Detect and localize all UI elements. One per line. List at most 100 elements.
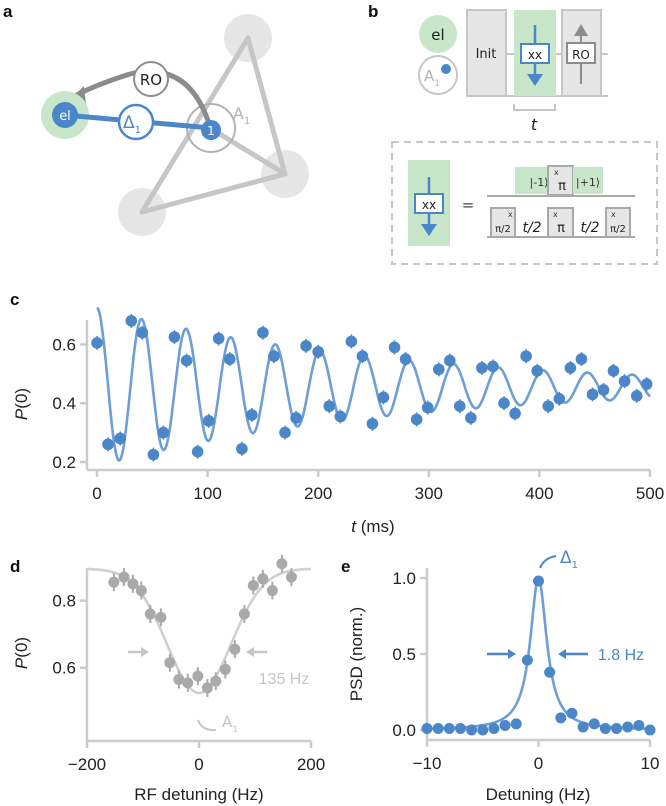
panel-d-width-label: 135 Hz [259, 671, 310, 688]
pi-half-pulse [605, 207, 631, 238]
data-point [127, 578, 139, 590]
cluster-bonds [139, 35, 288, 215]
data-point [588, 718, 600, 730]
panel-b: b el A1 Init xx RO t xx = [368, 2, 658, 265]
data-point [611, 722, 623, 734]
data-point [466, 724, 478, 736]
panel-d-width-arrows [128, 647, 267, 657]
data-point [334, 410, 347, 423]
pulse-axis-label: x [553, 210, 558, 219]
data-point [577, 721, 589, 733]
row-nucleus-label: A1 [424, 67, 440, 89]
panel-e-width-label: 1.8 Hz [598, 647, 644, 664]
panel-label-a: a [3, 2, 13, 21]
time-label: t [531, 115, 538, 134]
x-tick-label: 0 [194, 755, 203, 774]
pulse-label: π/2 [610, 224, 626, 235]
data-point [164, 657, 176, 669]
x-tick-label: 500 [636, 484, 664, 503]
data-point [102, 438, 114, 451]
data-point [432, 363, 445, 376]
data-point [125, 315, 138, 327]
panel-d-axes: −200 0 200 0.6 0.8 [52, 568, 325, 774]
data-point [192, 670, 204, 682]
bottom-seq-2: x π [547, 207, 574, 238]
data-point [633, 719, 645, 731]
data-point [173, 673, 185, 685]
time-bracket [513, 104, 556, 111]
equals-sign: = [462, 196, 475, 214]
data-point [180, 354, 193, 367]
data-point [388, 341, 401, 354]
data-point [285, 571, 297, 583]
bottom-seq-0: x π/2 [490, 207, 516, 238]
pulse-axis-label: x [554, 168, 559, 177]
data-point [453, 400, 466, 412]
data-point [564, 362, 577, 374]
x-tick-label: 100 [193, 484, 221, 503]
data-point [465, 412, 477, 424]
data-point [246, 409, 258, 421]
data-point [91, 337, 103, 349]
y-tick-label: 0.6 [52, 659, 76, 678]
panel-d-peak-pointer [197, 719, 217, 732]
panel-c-fit-curve [96, 306, 651, 462]
coupling-node [117, 103, 155, 141]
data-point [498, 397, 510, 410]
readout-label: RO [140, 71, 162, 89]
state-minus-label: |-1⟩ [530, 176, 549, 189]
data-point [290, 412, 302, 424]
data-point [599, 722, 611, 734]
data-point [607, 365, 620, 377]
data-point [421, 722, 433, 734]
x-tick-label: 200 [304, 484, 332, 503]
data-point [118, 571, 130, 583]
data-point [168, 331, 181, 343]
panel-label-e: e [341, 557, 350, 576]
data-point [312, 345, 325, 358]
panel-e-ylabel: PSD (norm.) [347, 607, 366, 701]
y-tick-label: 0.6 [52, 335, 76, 354]
data-point [300, 340, 312, 352]
coupling-label: Δ1 [123, 113, 141, 136]
data-point [410, 413, 423, 426]
readout-node [133, 61, 169, 97]
nucleus-state-dot [441, 64, 451, 74]
x-tick-label: −10 [413, 754, 442, 773]
panel-e-xlabel: Detuning (Hz) [486, 785, 591, 804]
data-point [219, 663, 231, 675]
data-point [155, 611, 167, 623]
panel-e-width-arrows [487, 649, 588, 659]
data-point [454, 722, 466, 734]
data-point [555, 712, 567, 724]
panel-e-peak-pointer [539, 555, 557, 569]
panel-e-peak-label: Δ1 [560, 548, 578, 571]
data-point [476, 362, 488, 374]
data-point [257, 326, 269, 339]
panel-a: a A1 RO el Δ1 1 [3, 2, 309, 236]
data-point [238, 608, 250, 620]
pulse-axis-label: x [508, 210, 513, 219]
data-point [542, 400, 555, 412]
x-tick-label: 300 [415, 484, 443, 503]
xx-gate [520, 43, 550, 64]
panel-d-ylabel: P(0) [12, 637, 31, 669]
data-point [212, 332, 225, 345]
data-point [444, 354, 456, 367]
row-electron-label: el [431, 26, 444, 44]
data-point [575, 353, 588, 365]
data-point [247, 580, 259, 592]
pi-pulse [547, 207, 574, 238]
data-point [182, 677, 194, 689]
decomposition-box [391, 141, 658, 265]
data-point [276, 558, 288, 570]
panel-label-d: d [10, 557, 20, 576]
data-point [377, 391, 390, 404]
electron-label: el [59, 109, 71, 124]
data-point [323, 400, 336, 412]
data-point [432, 722, 444, 734]
electron-node [52, 102, 78, 128]
panel-e-axes: −10 0 10 0.0 0.5 1.0 [392, 568, 659, 773]
data-point [520, 350, 532, 362]
wait-label: t/2 [580, 220, 599, 236]
